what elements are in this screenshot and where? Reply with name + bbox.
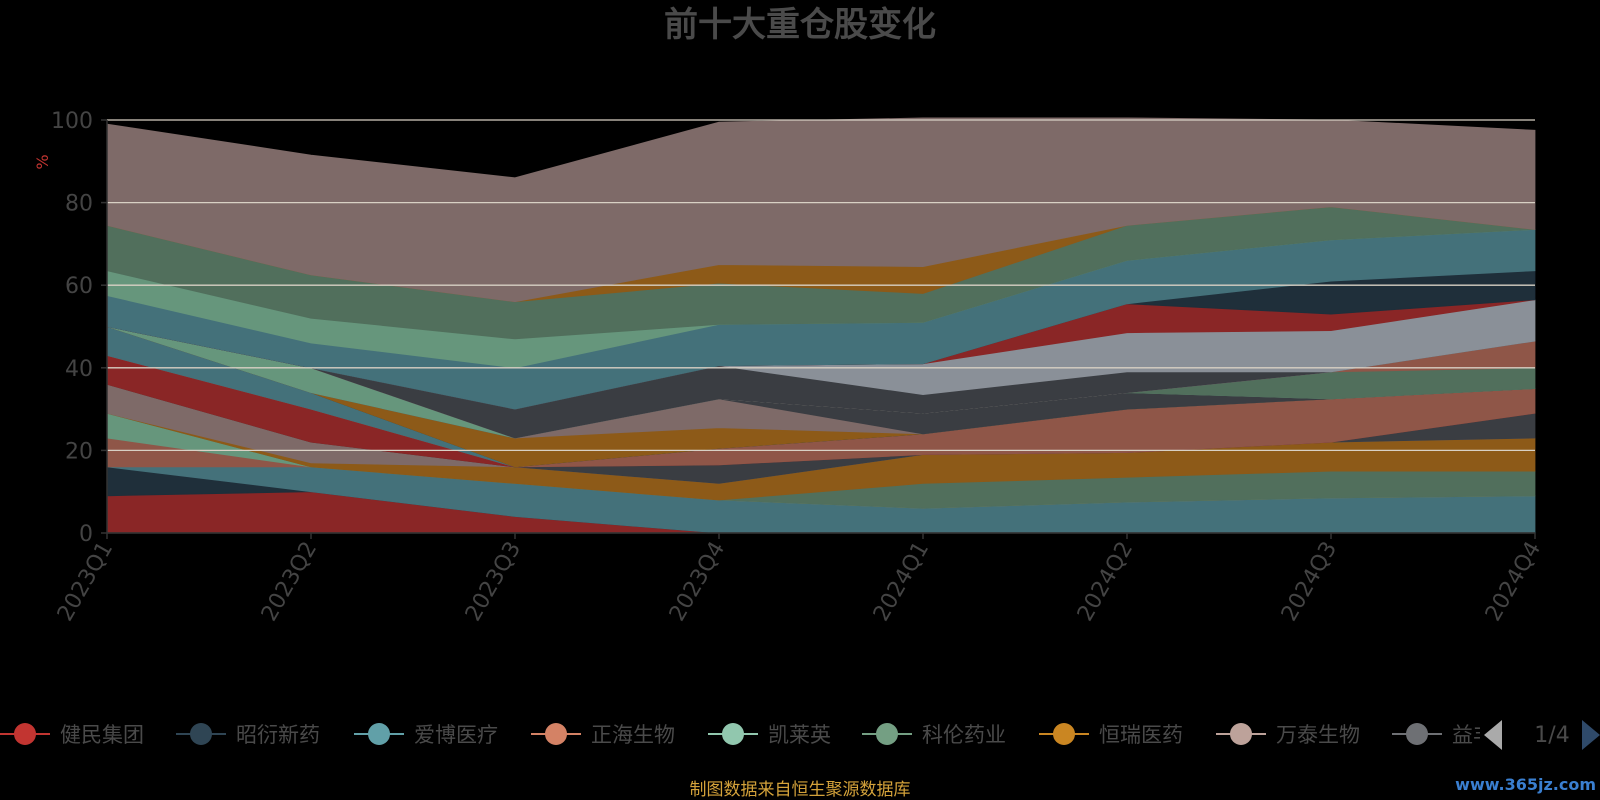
- x-tick-label: 2023Q1: [53, 538, 118, 626]
- legend-circle-marker: [876, 723, 898, 745]
- legend-label: 正海生物: [591, 723, 675, 747]
- legend-circle-marker: [545, 723, 567, 745]
- legend-item[interactable]: 万泰生物: [1216, 723, 1360, 747]
- legend: 健民集团 昭衍新药 爱博医疗 正海生物 凯莱英 科伦药业 恒瑞医药 万泰生物 益丰药房1/4: [0, 720, 1600, 750]
- legend-label: 科伦药业: [922, 723, 1006, 747]
- legend-item[interactable]: 昭衍新药: [176, 723, 320, 747]
- legend-item[interactable]: 益丰药房: [1392, 723, 1536, 747]
- x-tick-label: 2024Q2: [1073, 538, 1138, 626]
- y-axis-unit: %: [33, 154, 52, 169]
- legend-item[interactable]: 科伦药业: [862, 723, 1006, 747]
- x-tick-label: 2023Q3: [461, 538, 526, 626]
- legend-next-page-icon[interactable]: [1582, 720, 1600, 750]
- legend-circle-marker: [722, 723, 744, 745]
- legend-prev-page-icon[interactable]: [1484, 720, 1502, 750]
- legend-label: 凯莱英: [768, 723, 831, 747]
- legend-page-indicator: 1/4: [1534, 723, 1569, 748]
- y-tick-label: 60: [65, 274, 93, 299]
- legend-item[interactable]: 凯莱英: [708, 723, 831, 747]
- legend-label: 万泰生物: [1276, 723, 1360, 747]
- legend-label: 恒瑞医药: [1099, 723, 1183, 747]
- y-tick-label: 80: [65, 192, 93, 217]
- area-series-29: [106, 117, 1536, 303]
- legend-item[interactable]: 健民集团: [0, 723, 144, 747]
- x-tick-label: 2024Q4: [1481, 538, 1546, 626]
- x-tick-label: 2023Q4: [665, 538, 730, 626]
- y-tick-label: 20: [65, 439, 93, 464]
- x-tick-label: 2024Q1: [869, 538, 934, 626]
- legend-circle-marker: [14, 723, 36, 745]
- data-source-note: 制图数据来自恒生聚源数据库: [690, 780, 911, 800]
- x-tick-label: 2024Q3: [1277, 538, 1342, 626]
- legend-circle-marker: [1406, 723, 1428, 745]
- legend-label: 爱博医疗: [414, 723, 498, 747]
- y-tick-label: 100: [51, 109, 93, 134]
- y-tick-label: 0: [79, 522, 93, 547]
- x-tick-label: 2023Q2: [257, 538, 322, 626]
- legend-label: 健民集团: [60, 723, 144, 747]
- legend-circle-marker: [1053, 723, 1075, 745]
- watermark: www.365jz.com: [1455, 775, 1596, 794]
- legend-label: 昭衍新药: [236, 723, 320, 747]
- legend-item[interactable]: 爱博医疗: [354, 723, 498, 747]
- area-series-group: [106, 117, 1536, 534]
- legend-label: 益丰药房: [1452, 723, 1536, 747]
- chart-title: 前十大重仓股变化: [664, 5, 936, 45]
- legend-items: 健民集团 昭衍新药 爱博医疗 正海生物 凯莱英 科伦药业 恒瑞医药 万泰生物 益丰药房: [0, 723, 1536, 747]
- y-tick-label: 40: [65, 357, 93, 382]
- legend-item[interactable]: 正海生物: [531, 723, 675, 747]
- legend-circle-marker: [190, 723, 212, 745]
- legend-item[interactable]: 恒瑞医药: [1039, 723, 1183, 747]
- legend-circle-marker: [368, 723, 390, 745]
- legend-circle-marker: [1230, 723, 1252, 745]
